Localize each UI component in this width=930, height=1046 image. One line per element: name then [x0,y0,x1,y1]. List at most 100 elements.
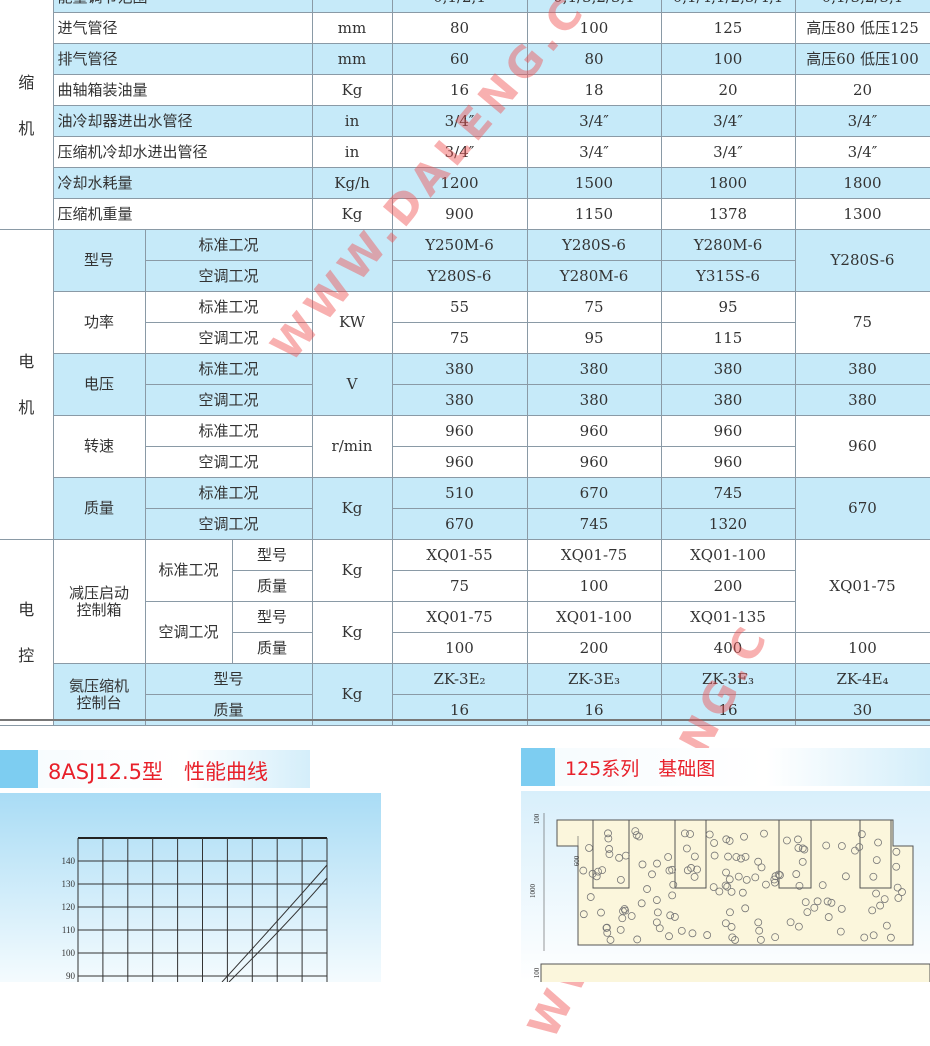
aggregate-circle [726,908,734,917]
aggregate-circle [705,830,714,839]
table-row: 曲轴箱装油量 Kg 16 18 20 20 [0,74,930,106]
condition-label: 空调工况 [144,384,313,416]
condition-label: 标准工况 [144,229,313,261]
aggregate-circle [627,912,636,920]
condition-label: 空调工况 [144,446,313,478]
aggregate-circle [633,935,642,944]
value-cell: 95 [660,291,796,323]
aggregate-circle [786,918,795,927]
aggregate-circle [755,926,764,935]
aggregate-circle [586,893,595,901]
value-cell: 380 [391,353,528,385]
unit-cell: r/min [311,415,393,478]
unit-cell [311,229,393,292]
aggregate-circle [602,924,611,932]
aggregate-circle [754,918,763,927]
value-cell: 高压60 低压100 [794,43,930,75]
aggregate-circle [822,841,831,850]
aggregate-circle [603,928,612,937]
aggregate-circle [869,872,878,881]
dimension-label: 1000 [529,884,537,899]
value-cell: 60 [391,43,528,75]
value-cell: 1500 [526,167,662,199]
value-cell: 960 [526,415,662,447]
aggregate-circle [681,829,689,838]
aggregate-circle [721,919,730,928]
value-cell: 3/4″ [526,105,662,137]
table-row: 进气管径 mm 80 100 125 高压80 低压125 [0,12,930,44]
category-cell: 电机 [0,229,54,540]
aggregate-circle [723,882,732,891]
unit-cell: KW [311,291,393,354]
aggregate-circle [794,844,803,852]
aggregate-circle [605,845,613,853]
value-cell: 960 [391,415,528,447]
aggregate-circle [604,834,613,843]
aggregate-circle [686,830,694,838]
param-label: 曲轴箱装油量 [52,74,313,106]
dimension-label: 100 [533,967,541,978]
aggregate-circle [774,870,783,879]
value-cell: 1320 [660,508,796,540]
category-char: 控 [18,645,35,665]
table-row: 转速 标准工况 r/min 960 960 960 960 [0,415,930,478]
label-line: 减压启动 [68,583,129,602]
value-cell: 960 [660,446,796,478]
aggregate-circle [741,904,750,913]
value-cell: 670 [794,477,930,540]
value-cell: 1800 [660,167,796,199]
aggregate-circle [887,933,895,942]
aggregate-circle [727,923,736,931]
table-row: 排气管径 mm 60 80 100 高压60 低压100 [0,43,930,75]
table-row: 缩机能量调节范围0,1/2,10,1/3,2/3,10,1/4,1/2,3/4,… [0,0,930,230]
bolt-pocket [778,820,812,889]
table-row: 电机型号 标准工况 Y250M-6 Y280S-6 Y280M-6 Y280S-6 [0,229,930,540]
value-cell: 380 [526,384,662,416]
aggregate-circle [620,905,629,913]
aggregate-circle [860,933,869,942]
aggregate-circle [841,872,850,881]
aggregate-circle [652,918,661,927]
value-cell: 高压80 低压125 [794,12,930,44]
aggregate-circle [728,933,737,942]
value-cell: 900 [391,198,528,230]
foundation-title: 125系列 基础图 [565,758,716,780]
table-row: 电控减压启动 控制箱 标准工况 型号 Kg XQ01-55 XQ01-75 XQ01-100 X… [0,539,930,726]
value-cell: 3/4″ [794,136,930,168]
aggregate-circle [670,913,679,921]
table-row: 电压 标准工况 V 380 380 380 380 [0,353,930,416]
aggregate-circle [872,889,880,898]
aggregate-circle [837,842,846,850]
category-char: 机 [18,118,35,138]
aggregate-circle [754,857,763,866]
value-cell: XQ01-100 [526,601,662,633]
table-row: 空调工况 75 95 115 [0,322,930,354]
value-cell: 0,1/2,1 [391,0,528,13]
aggregate-circle [648,870,656,879]
condition-label: 空调工况 [144,601,233,664]
value-cell: XQ01-75 [391,601,528,633]
value-cell: 380 [794,353,930,385]
unit-cell: mm [311,12,393,44]
aggregate-circle [731,936,739,944]
aggregate-circle [621,851,630,860]
aggregate-circle [643,885,651,893]
dimension-label: 600 [573,855,581,866]
aggregate-circle [770,875,779,884]
aggregate-circle [762,880,770,889]
value-cell: 1378 [660,198,796,230]
aggregate-circle [737,854,745,863]
value-cell: 200 [660,570,796,602]
table-row: 质量 100 200 400 100 [0,632,930,664]
aggregate-circle [742,875,751,884]
table-row: 空调工况 型号 Kg XQ01-75 XQ01-100 XQ01-135 [0,601,930,664]
aggregate-circle [776,871,784,880]
aggregate-circle [669,880,678,889]
unit-cell: V [311,353,393,416]
condition-label: 标准工况 [144,353,313,385]
aggregate-circle [734,872,743,881]
condition-label: 标准工况 [144,539,233,602]
aggregate-circle [722,835,731,844]
param-label: 排气管径 [52,43,313,75]
aggregate-circle [836,927,845,936]
